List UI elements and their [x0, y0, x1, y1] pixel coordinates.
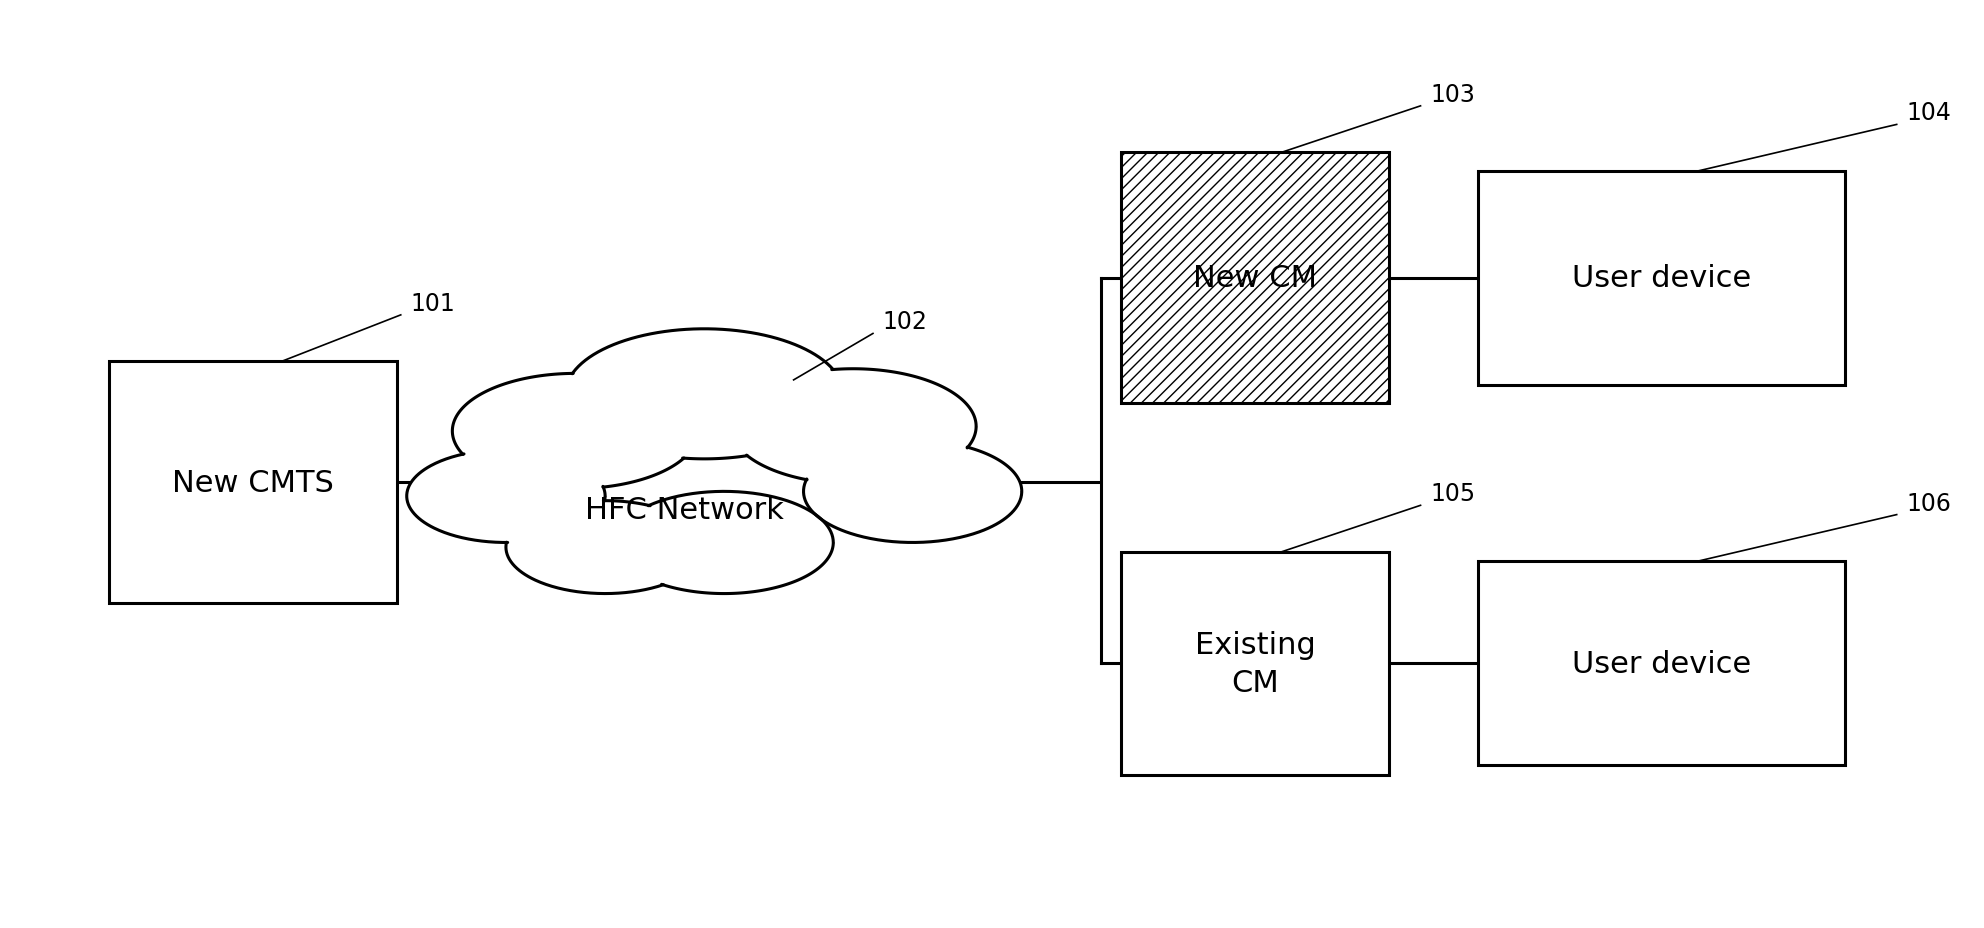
Text: 102: 102: [883, 310, 929, 334]
Circle shape: [804, 441, 1022, 543]
Bar: [1121, 153, 1389, 404]
Circle shape: [565, 329, 843, 459]
Bar: [1478, 561, 1845, 766]
Text: 105: 105: [1430, 482, 1476, 506]
Text: 106: 106: [1907, 491, 1952, 515]
Bar: [1478, 172, 1845, 385]
Text: User device: User device: [1571, 264, 1752, 293]
Circle shape: [615, 492, 833, 594]
Circle shape: [452, 374, 698, 489]
Bar: [109, 362, 397, 603]
Circle shape: [506, 501, 704, 594]
Circle shape: [407, 450, 605, 543]
Text: Existing
CM: Existing CM: [1194, 630, 1315, 697]
Text: 103: 103: [1430, 83, 1476, 107]
Text: 101: 101: [411, 291, 456, 316]
Bar: [1121, 552, 1389, 775]
Circle shape: [730, 369, 976, 484]
Text: HFC Network: HFC Network: [585, 496, 784, 525]
Text: New CMTS: New CMTS: [173, 468, 333, 497]
Text: User device: User device: [1571, 649, 1752, 678]
Text: New CM: New CM: [1192, 264, 1317, 293]
Text: 104: 104: [1907, 101, 1952, 125]
